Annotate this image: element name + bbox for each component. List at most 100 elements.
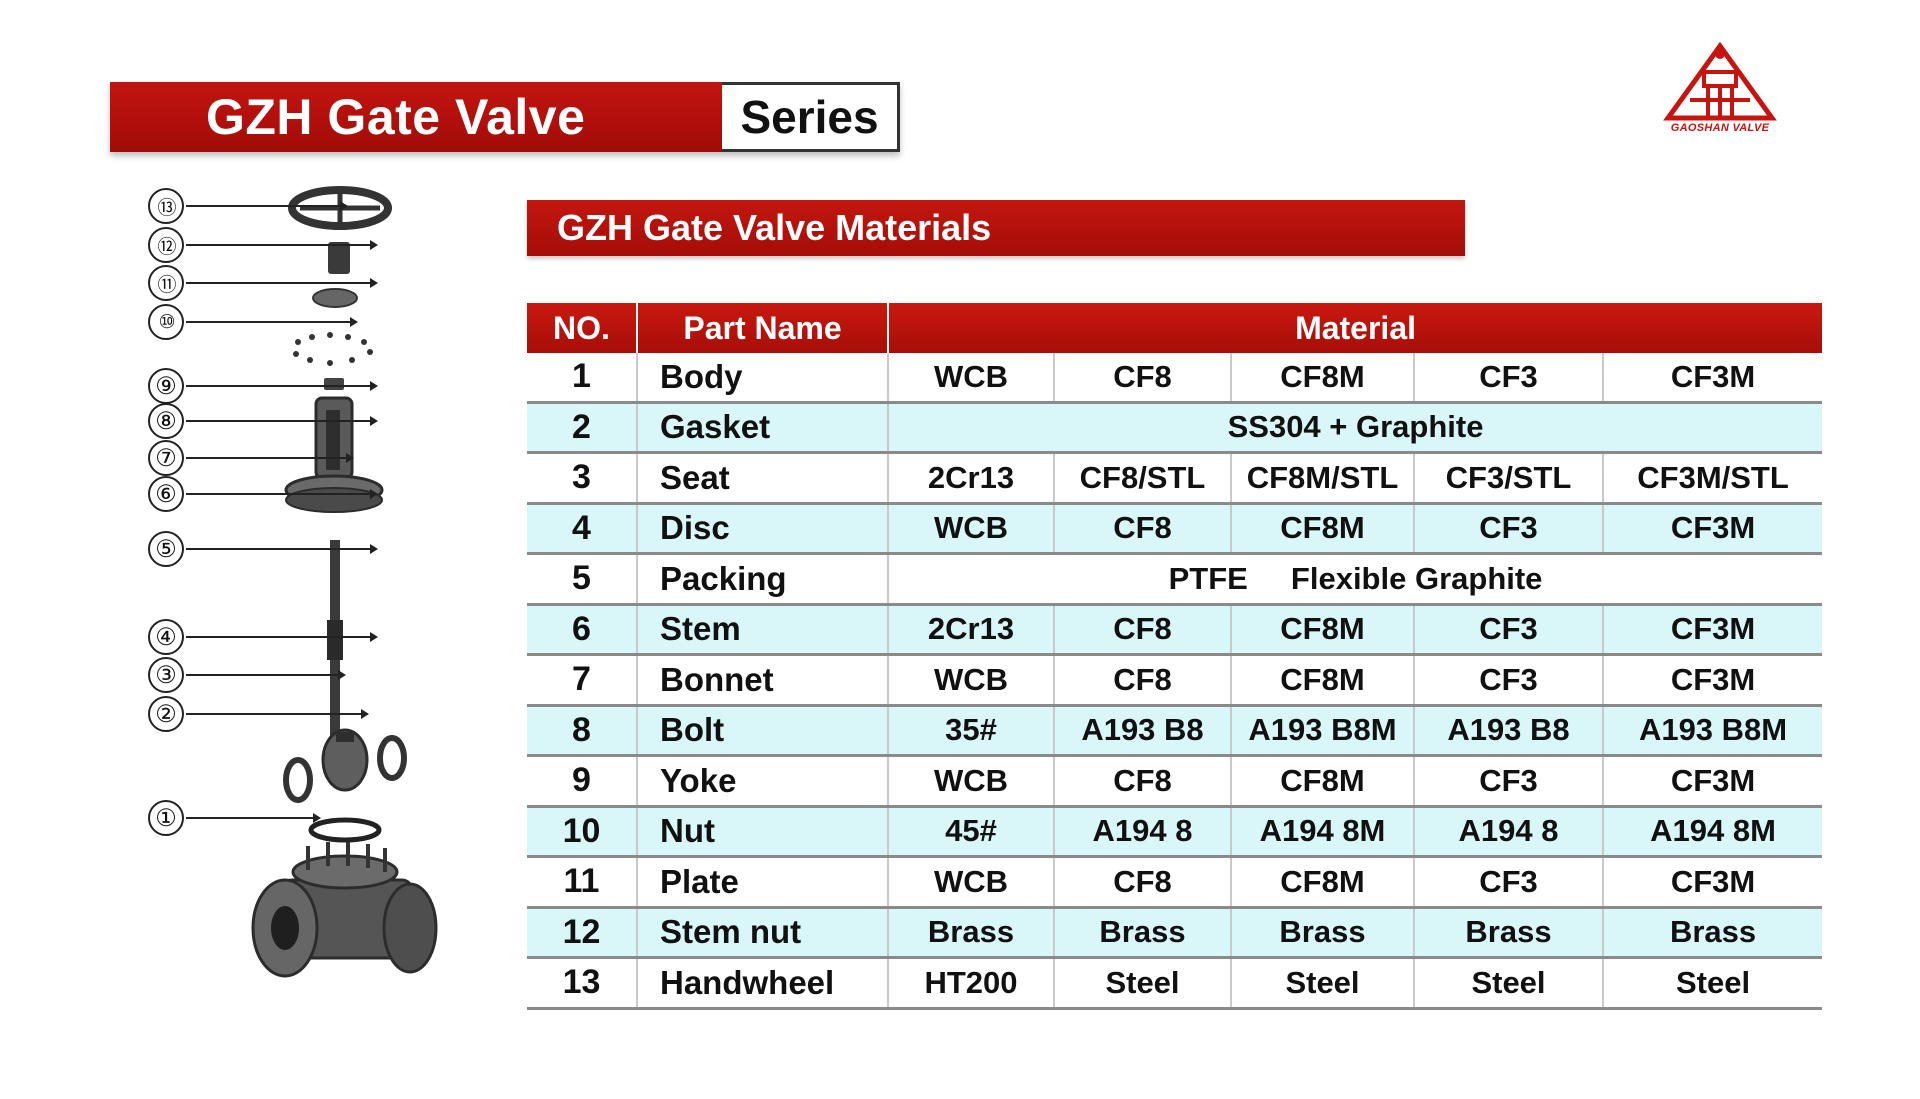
material-cell: A194 8M [1603, 806, 1823, 858]
leader-arrow [186, 240, 378, 250]
material-cell: CF3M/STL [1603, 452, 1823, 505]
row-number: 3 [527, 452, 638, 505]
leader-arrow [186, 278, 378, 288]
leader-arrow [186, 201, 348, 211]
material-cell: WCB [888, 503, 1055, 555]
part-name: Gasket [637, 402, 889, 454]
material-cell: CF3M [1603, 654, 1823, 707]
leader-arrow [186, 632, 378, 642]
seat-ring-right [377, 735, 407, 781]
leader-arrow [186, 813, 321, 823]
exploded-valve-diagram [130, 180, 460, 1020]
table-body: 1 Body WCB CF8 CF8M CF3 CF3M 2 Gasket SS304 + Gra… [527, 353, 1823, 1010]
callout-marker: ⑧ [148, 403, 184, 439]
page-title-suffix: Series [722, 82, 900, 152]
row-number: 1 [527, 353, 638, 404]
callout-marker: ⑬ [148, 188, 184, 224]
material-cell: CF3M [1603, 503, 1823, 555]
valve-parts-drawing [251, 186, 438, 978]
header-material: Material [888, 303, 1823, 353]
header-no: NO. [527, 303, 638, 353]
stem-nut-part [328, 242, 350, 274]
header-part-name: Part Name [637, 303, 889, 353]
material-cell: HT200 [888, 957, 1055, 1010]
material-cell: 2Cr13 [888, 604, 1055, 656]
part-name: Bolt [637, 705, 889, 757]
material-cell: Steel [1054, 957, 1232, 1010]
material-cell: 45# [888, 806, 1055, 858]
material-cell: Brass [1231, 907, 1415, 959]
title-banner: GZH Gate Valve Series [110, 82, 900, 152]
material-cell: CF3M [1603, 856, 1823, 909]
row-number: 4 [527, 503, 638, 555]
material-cell: WCB [888, 353, 1055, 404]
row-number: 6 [527, 604, 638, 656]
row-number: 5 [527, 553, 638, 606]
material-cell: A193 B8M [1603, 705, 1823, 757]
section-title: GZH Gate Valve Materials [527, 200, 1465, 256]
leader-arrow [186, 544, 378, 554]
table-row: 1 Body WCB CF8 CF8M CF3 CF3M [527, 353, 1823, 404]
table-row: 4 Disc WCB CF8 CF8M CF3 CF3M [527, 503, 1823, 555]
material-span-cell: SS304 + Graphite [888, 402, 1823, 454]
callout-marker: ③ [148, 657, 184, 693]
material-cell: Brass [1054, 907, 1232, 959]
material-cell: Brass [1414, 907, 1604, 959]
part-name: Nut [637, 806, 889, 858]
callout-marker: ⑩ [148, 304, 184, 340]
gaoshan-triangle-icon [1663, 41, 1777, 121]
table-row: 5 Packing PTFE Flexible Graphite [527, 553, 1823, 606]
part-name: Plate [637, 856, 889, 909]
part-name: Handwheel [637, 957, 889, 1010]
gaoshan-logo: GAOSHAN VALVE [1660, 41, 1780, 138]
leader-arrow [186, 489, 378, 499]
stem-part [327, 540, 343, 780]
material-cell: CF8M [1231, 856, 1415, 909]
leader-arrow [186, 317, 358, 327]
part-name: Yoke [637, 755, 889, 808]
gland-part [324, 378, 344, 390]
table-row: 7 Bonnet WCB CF8 CF8M CF3 CF3M [527, 654, 1823, 707]
material-cell: A194 8M [1231, 806, 1415, 858]
part-name: Disc [637, 503, 889, 555]
leader-arrow [186, 381, 378, 391]
material-cell: A194 8 [1054, 806, 1232, 858]
materials-table: NO. Part Name Material 1 Body WCB CF8 CF8M CF… [527, 303, 1823, 1010]
leader-arrow [186, 416, 378, 426]
seat-ring-left [283, 757, 313, 803]
material-cell: CF3 [1414, 353, 1604, 404]
table-row: 13 Handwheel HT200 Steel Steel Steel Steel [527, 957, 1823, 1010]
nuts-part [293, 332, 373, 366]
material-cell: CF8/STL [1054, 452, 1232, 505]
material-cell: CF3M [1603, 353, 1823, 404]
material-cell: WCB [888, 755, 1055, 808]
part-name: Seat [637, 452, 889, 505]
material-cell: CF3 [1414, 856, 1604, 909]
table-row: 2 Gasket SS304 + Graphite [527, 402, 1823, 454]
material-span-cell: PTFE Flexible Graphite [888, 553, 1823, 606]
material-cell: Steel [1414, 957, 1604, 1010]
part-name: Body [637, 353, 889, 404]
row-number: 9 [527, 755, 638, 808]
callout-marker: ② [148, 696, 184, 732]
callout-marker: ⑦ [148, 440, 184, 476]
material-cell: A193 B8 [1414, 705, 1604, 757]
table-row: 3 Seat 2Cr13 CF8/STL CF8M/STL CF3/STL CF3M/STL [527, 452, 1823, 505]
callout-marker: ① [148, 800, 184, 836]
material-cell: CF8 [1054, 856, 1232, 909]
material-cell: WCB [888, 856, 1055, 909]
material-cell: Steel [1603, 957, 1823, 1010]
part-name: Packing [637, 553, 889, 606]
material-cell: Steel [1231, 957, 1415, 1010]
material-cell: A194 8 [1414, 806, 1604, 858]
material-cell: A193 B8M [1231, 705, 1415, 757]
material-cell: CF8M [1231, 604, 1415, 656]
callout-marker: ⑥ [148, 476, 184, 512]
material-cell: CF3 [1414, 755, 1604, 808]
row-number: 7 [527, 654, 638, 707]
table-row: 11 Plate WCB CF8 CF8M CF3 CF3M [527, 856, 1823, 909]
body-part [251, 842, 438, 978]
material-cell: 35# [888, 705, 1055, 757]
material-cell: CF8M [1231, 353, 1415, 404]
table-row: 8 Bolt 35# A193 B8 A193 B8M A193 B8 A193 B8M [527, 705, 1823, 757]
